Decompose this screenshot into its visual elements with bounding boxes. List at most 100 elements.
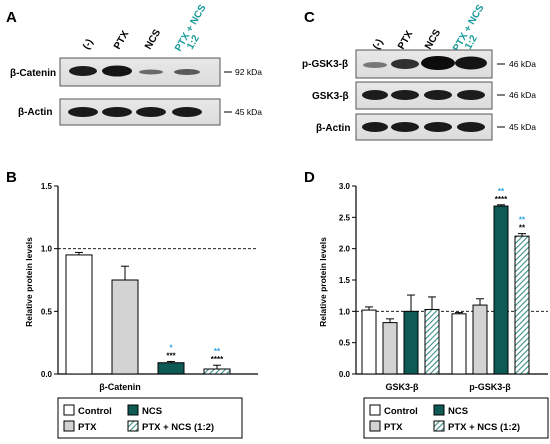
bar-combo: [514, 235, 530, 375]
significance-black: ****: [211, 355, 224, 364]
y-tick-label: 0.0: [339, 370, 351, 379]
y-tick-label: 0.0: [41, 370, 53, 379]
blot-row-label: β-Actin: [18, 107, 52, 118]
legend-box: [363, 397, 549, 439]
legend-label: PTX + NCS (1:2): [448, 422, 520, 433]
blot-c: (-) PTX NCS PTX + NCS 1:2 p-GSK3-β 46 kD…: [302, 3, 536, 141]
blot-row-label: β-Actin: [316, 123, 350, 134]
panel-label-a: A: [6, 9, 17, 26]
y-tick-label: 1.0: [41, 245, 53, 254]
significance-black: ***: [166, 351, 176, 360]
blot-band: [424, 122, 452, 132]
y-tick-label: 0.5: [41, 307, 53, 316]
panel-label-c: C: [304, 9, 315, 26]
y-axis-label: Relative protein levels: [24, 237, 34, 327]
blot-band: [391, 122, 419, 132]
lane-label: NCS: [423, 27, 443, 51]
bar-ptx: [472, 304, 488, 375]
blot-band: [391, 90, 419, 100]
bar-ncs: [493, 205, 509, 375]
bar-ncs: [157, 362, 185, 375]
bar-combo: [424, 308, 440, 375]
lane-label: PTX: [396, 29, 415, 52]
bar-ptx: [111, 279, 139, 375]
significance-blue: **: [519, 216, 526, 225]
legend-label: PTX: [78, 422, 97, 433]
y-tick-label: 2.0: [339, 245, 351, 254]
significance-black: **: [519, 224, 526, 233]
legend-label: Control: [384, 406, 418, 417]
kda-label: 45 kDa: [235, 107, 262, 117]
bar-combo: [203, 368, 231, 375]
chart-b: Relative protein levels β-Catenin 0.0 0.5…: [24, 182, 258, 392]
blot-band: [457, 122, 485, 132]
bar-control: [65, 254, 93, 375]
blot-band: [391, 59, 419, 69]
kda-label: 45 kDa: [509, 122, 536, 132]
significance-blue: **: [214, 347, 221, 356]
bar-ncs: [403, 310, 419, 375]
lane-label: PTX: [112, 29, 131, 52]
blot-band: [136, 107, 166, 117]
blot-band: [424, 90, 452, 100]
category-label: p-GSK3-β: [469, 382, 511, 392]
legend-swatch-ncs: [127, 404, 139, 416]
blot-band: [421, 56, 455, 70]
blot-row-label: β-Catenin: [10, 68, 56, 79]
legend-b: Control NCS PTX PTX + NCS (1:2): [57, 397, 243, 439]
blot-a: (-) PTX NCS PTX + NCS 1:2 β-Catenin 92 k…: [10, 3, 262, 126]
y-tick-label: 3.0: [339, 182, 351, 191]
lane-label: (-): [81, 37, 96, 51]
blot-band: [139, 69, 163, 75]
blot-band: [68, 107, 98, 117]
blot-band: [362, 90, 388, 100]
legend-d: Control NCS PTX PTX + NCS (1:2): [363, 397, 549, 439]
y-tick-label: 0.5: [339, 339, 351, 348]
kda-label: 46 kDa: [509, 90, 536, 100]
blot-row-label: p-GSK3-β: [302, 59, 348, 70]
bar-ptx: [382, 322, 398, 375]
significance-blue: *: [169, 343, 173, 352]
y-axis-label: Relative protein levels: [318, 237, 328, 327]
kda-label: 46 kDa: [509, 59, 536, 69]
panel-label-d: D: [304, 169, 315, 186]
legend-label: NCS: [142, 406, 162, 417]
blot-band: [174, 69, 200, 75]
legend-label: PTX + NCS (1:2): [142, 422, 214, 433]
y-tick-label: 1.5: [41, 182, 53, 191]
legend-swatch-ptx: [63, 420, 75, 432]
blot-band: [172, 107, 202, 117]
legend-swatch-ptx: [369, 420, 381, 432]
y-tick-label: 2.5: [339, 213, 351, 222]
kda-label: 92 kDa: [235, 67, 262, 77]
lane-label: NCS: [143, 27, 163, 51]
category-label: β-Catenin: [99, 382, 141, 392]
chart-d: Relative protein levels GSK3-β p-GSK3-β …: [318, 182, 548, 392]
blot-band: [102, 65, 132, 77]
legend-swatch-ncs: [433, 404, 445, 416]
y-tick-label: 1.5: [339, 276, 351, 285]
blot-band: [455, 56, 487, 70]
legend-label: NCS: [448, 406, 468, 417]
legend-label: PTX: [384, 422, 403, 433]
legend-swatch-combo: [433, 420, 445, 432]
legend-swatch-control: [63, 404, 75, 416]
significance-black: ****: [495, 195, 508, 204]
legend-box: [57, 397, 243, 439]
y-tick-label: 1.0: [339, 307, 351, 316]
blot-band: [457, 90, 485, 100]
bar-control: [361, 309, 377, 375]
blot-band: [363, 62, 387, 68]
category-label: GSK3-β: [386, 382, 420, 392]
legend-swatch-combo: [127, 420, 139, 432]
bar-control: [451, 313, 467, 375]
legend-swatch-control: [369, 404, 381, 416]
blot-row-label: GSK3-β: [312, 91, 349, 102]
legend-label: Control: [78, 406, 112, 417]
blot-band: [362, 122, 388, 132]
panel-label-b: B: [6, 169, 17, 186]
lane-label: (-): [371, 37, 386, 51]
blot-band: [69, 66, 97, 76]
blot-band: [102, 107, 132, 117]
